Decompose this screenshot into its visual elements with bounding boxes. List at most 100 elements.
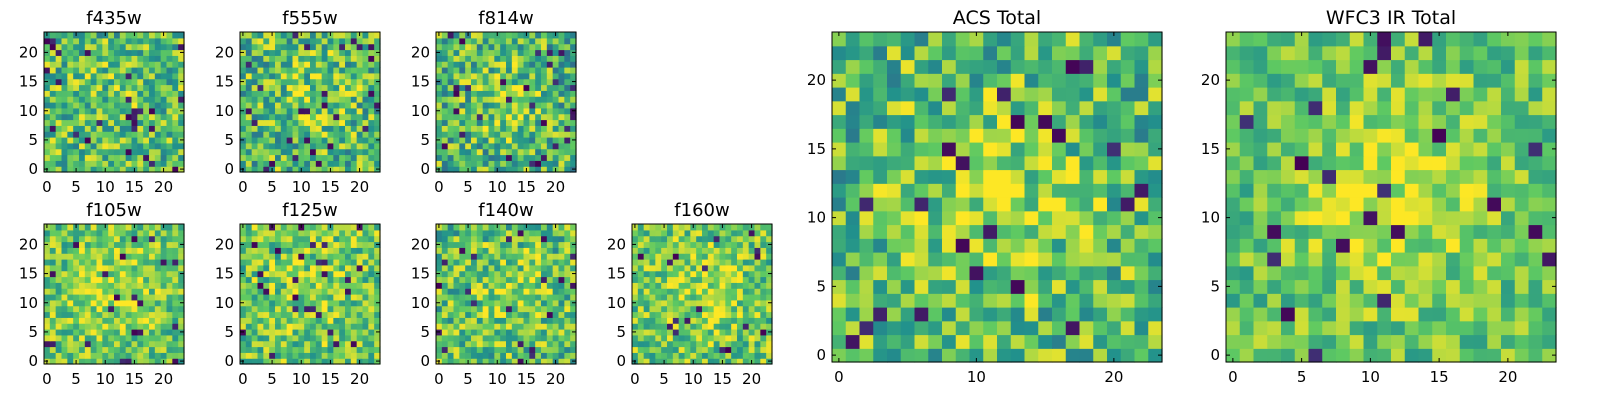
heatmap-cell [310,125,317,132]
heatmap-cell [44,148,51,156]
heatmap-cell [114,142,121,150]
heatmap-cell [143,32,150,39]
heatmap-cell [459,160,466,167]
heatmap-cell [339,311,346,318]
heatmap-cell [333,84,340,91]
heatmap-cell [523,43,530,51]
heatmap-cell [859,155,874,171]
heatmap-cell [535,90,542,97]
heatmap-cell [315,270,323,278]
heatmap-cell [661,264,668,272]
heatmap-cell [471,247,478,254]
heatmap-cell [374,142,381,150]
heatmap-cell [257,55,264,62]
heatmap-cell [494,55,501,62]
heatmap-cell [447,61,455,68]
heatmap-cell [154,259,162,266]
heatmap-cell [1120,265,1136,281]
heatmap-cell [149,358,156,365]
heatmap-cell [61,253,68,260]
heatmap-cell [280,37,288,45]
heatmap-cell [632,305,639,313]
heatmap-cell [1065,114,1081,129]
heatmap-cell [500,259,507,266]
heatmap-cell [119,311,127,318]
heatmap-cell [362,224,369,231]
heatmap-cell [476,61,484,68]
heatmap-cell [928,307,943,322]
heatmap-cell [1226,348,1241,363]
heatmap-cell [154,142,162,150]
heatmap-cell [350,67,358,74]
heatmap-cell [1404,334,1420,349]
heatmap-cell [441,137,449,144]
heatmap-cell [315,32,323,39]
heatmap-cell [702,340,709,348]
heatmap-cell [251,224,259,231]
heatmap-cell [570,276,577,283]
heatmap-cell [362,96,369,103]
heatmap-cell [702,305,709,313]
heatmap-cell [690,305,697,313]
heatmap-cell [245,113,253,121]
heatmap-cell [90,340,98,348]
heatmap-cell [447,166,455,173]
heatmap-cell [257,276,264,283]
y-tick-label: 0 [28,160,38,178]
heatmap-cell [79,90,86,97]
heatmap-cell [275,78,282,86]
heatmap-cell [488,37,495,45]
heatmap-cell [678,346,686,353]
heatmap-cell [742,358,750,365]
heatmap-cell [488,84,495,91]
heatmap-cell [1148,59,1163,74]
heatmap-cell [488,61,495,68]
heatmap-cell [44,84,51,91]
heatmap-cell [1079,293,1094,308]
heatmap-cell [280,119,288,126]
heatmap-cell [55,294,63,301]
heatmap-cell [511,72,519,80]
heatmap-cell [172,264,179,272]
heatmap-cell [286,131,294,138]
heatmap-cell [257,288,264,295]
heatmap-cell [1107,183,1122,198]
y-tick-label: 20 [19,235,38,253]
heatmap-cell [1148,142,1163,157]
heatmap-cell [523,294,530,301]
heatmap-cell [269,317,276,324]
heatmap-cell [564,148,571,156]
heatmap-cell [108,311,115,318]
heatmap-cell [79,154,86,161]
heatmap-cell [506,43,513,51]
heatmap-cell [476,90,484,97]
heatmap-cell [506,72,513,80]
heatmap-cell [436,305,443,313]
heatmap-cell [84,43,92,51]
heatmap-cell [149,78,156,86]
heatmap-cell [61,84,68,91]
heatmap-cell [327,37,334,45]
heatmap-cell [873,45,888,61]
heatmap-cell [61,55,68,62]
heatmap-cell [108,37,115,45]
heatmap-cell [269,288,276,295]
heatmap-cell [643,259,651,266]
heatmap-cell [983,320,998,336]
heatmap-cell [731,305,738,313]
heatmap-cell [137,358,144,365]
heatmap-cell [55,137,63,144]
heatmap-cell [494,107,501,115]
heatmap-cell [511,282,519,289]
heatmap-cell [108,113,115,121]
heatmap-cell [368,317,375,324]
heatmap-cell [1239,279,1255,294]
heatmap-cell [251,241,259,248]
heatmap-cell [506,55,513,62]
heatmap-cell [564,67,571,74]
heatmap-cell [160,96,168,103]
heatmap-cell [447,259,455,266]
heatmap-cell [49,329,57,336]
heatmap-cell [1363,293,1378,308]
heatmap-cell [672,299,680,307]
